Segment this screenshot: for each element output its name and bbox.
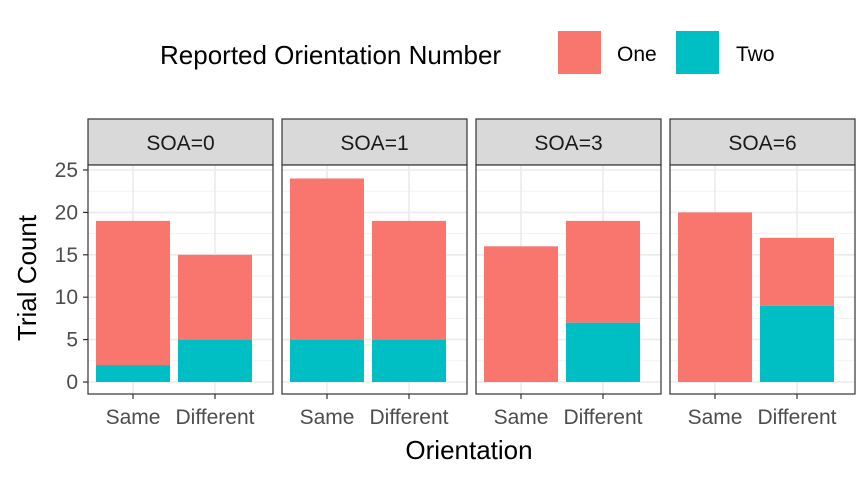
facet-panel: SOA=0 Same Different [87, 118, 274, 429]
legend-key-one [558, 31, 601, 74]
x-tick-label: Same [106, 406, 161, 429]
x-tick-label: Different [370, 406, 449, 429]
panel-border [87, 164, 274, 395]
legend-key-two [676, 31, 719, 74]
x-axis-title: Orientation [405, 435, 532, 465]
facet-panel: SOA=3 Same Different [475, 118, 662, 429]
y-tick-label: 10 [55, 286, 78, 309]
facet-strip-label: SOA=0 [146, 132, 214, 155]
bar-two-same [96, 365, 170, 382]
x-tick-label: Different [564, 406, 643, 429]
bar-two-different [372, 339, 446, 382]
legend-title: Reported Orientation Number [160, 40, 501, 70]
facet-strip [475, 118, 662, 166]
y-tick-label: 20 [55, 201, 78, 224]
bar-one-different [178, 254, 252, 340]
bar-one-same [678, 212, 752, 382]
bar-one-same [290, 178, 364, 340]
x-tick-label: Same [688, 406, 743, 429]
facet-strip-label: SOA=6 [728, 132, 796, 155]
y-axis-title: Trial Count [12, 214, 42, 341]
bar-one-different [566, 220, 640, 323]
x-tick-label: Same [300, 406, 355, 429]
bar-one-different [372, 220, 446, 340]
panel-border [475, 164, 662, 395]
facet-strip [669, 118, 856, 166]
bar-two-different [566, 322, 640, 382]
panel-border [281, 164, 468, 395]
bar-one-same [484, 246, 558, 382]
bar-two-different [760, 305, 834, 382]
bar-two-different [178, 339, 252, 382]
facet-panel: SOA=1 Same Different [281, 118, 468, 429]
legend-label-one: One [617, 43, 657, 66]
bar-one-different [760, 237, 834, 306]
bar-one-same [96, 220, 170, 366]
facet-panel: SOA=6 Same Different [669, 118, 856, 429]
y-axis: 0 5 10 15 20 25 [55, 159, 88, 394]
x-tick-label: Different [176, 406, 255, 429]
panel-border [669, 164, 856, 395]
y-tick-label: 0 [66, 371, 78, 394]
y-tick-label: 25 [55, 159, 78, 182]
facet-strip [87, 118, 274, 166]
x-tick-label: Different [758, 406, 837, 429]
y-tick-label: 5 [66, 329, 78, 352]
bar-two-same [290, 339, 364, 382]
x-tick-label: Same [494, 406, 549, 429]
y-tick-label: 15 [55, 244, 78, 267]
facet-strip-label: SOA=3 [534, 132, 602, 155]
facet-strip [281, 118, 468, 166]
legend: Reported Orientation Number One Two [160, 31, 775, 74]
facet-strip-label: SOA=1 [340, 132, 408, 155]
legend-label-two: Two [736, 43, 775, 66]
